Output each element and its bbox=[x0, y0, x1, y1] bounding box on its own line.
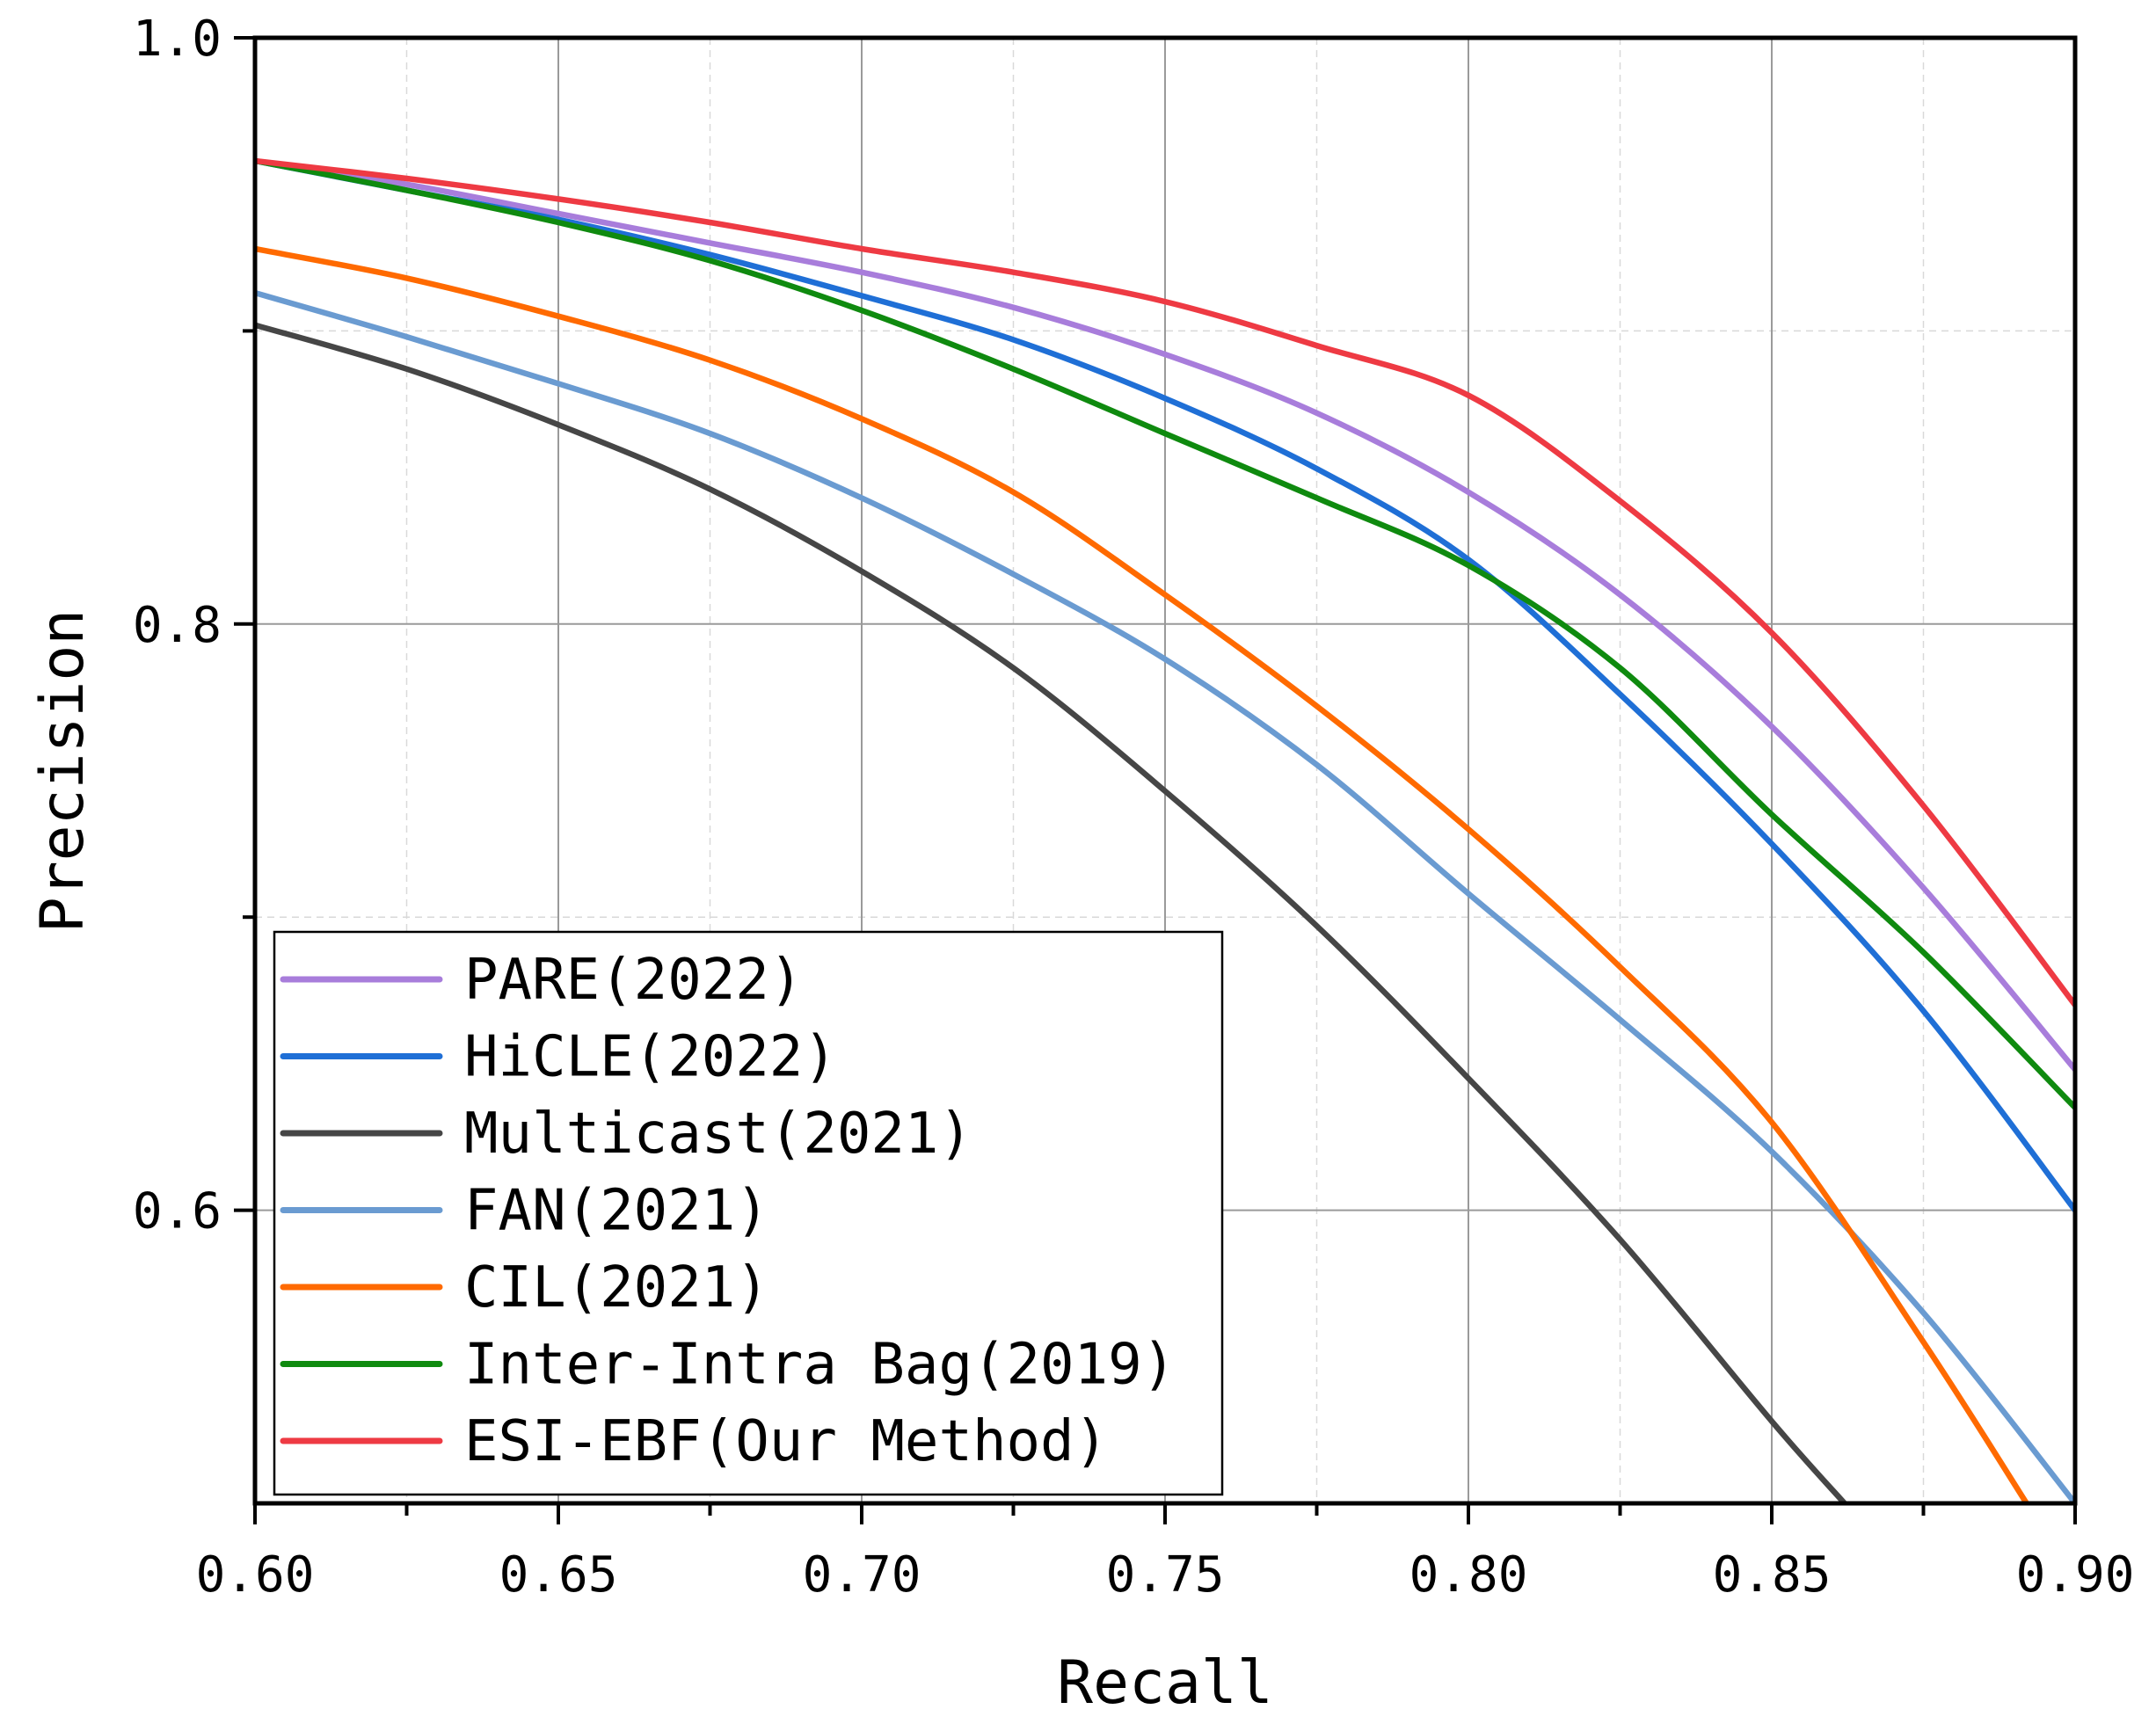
series-line-6 bbox=[255, 157, 2075, 1111]
y-axis-title: Precision bbox=[28, 609, 98, 933]
series-line-2 bbox=[255, 157, 2075, 1213]
series-line-5 bbox=[255, 245, 2030, 1503]
legend: PARE(2022) HiCLE(2022) Multicast(2021) FAN(… bbox=[273, 930, 1224, 1496]
legend-label-7: ESI-EBF(Our Method) bbox=[464, 1409, 1108, 1474]
legend-label-4: FAN(2021) bbox=[464, 1179, 769, 1244]
legend-label-1: PARE(2022) bbox=[464, 948, 803, 1013]
series-line-7 bbox=[255, 157, 2075, 1008]
y-tick-labels: 0.6 0.8 1.0 bbox=[133, 11, 222, 1240]
x-tick-label: 0.80 bbox=[1409, 1546, 1528, 1604]
x-tick-label: 0.90 bbox=[2016, 1546, 2135, 1604]
series-line-4 bbox=[255, 289, 2075, 1503]
y-tick-label: 0.6 bbox=[133, 1183, 222, 1240]
y-tick-label: 1.0 bbox=[133, 11, 222, 68]
series-lines bbox=[255, 157, 2075, 1503]
series-line-1 bbox=[255, 157, 2075, 1073]
x-tick-label: 0.70 bbox=[803, 1546, 921, 1604]
series-line-3 bbox=[255, 322, 1848, 1503]
x-tick-label: 0.60 bbox=[196, 1546, 315, 1604]
x-axis-title: Recall bbox=[1057, 1648, 1273, 1718]
x-tick-labels: 0.60 0.65 0.70 0.75 0.80 0.85 0.90 bbox=[196, 1546, 2135, 1604]
legend-label-5: CIL(2021) bbox=[464, 1255, 769, 1320]
y-tick-label: 0.8 bbox=[133, 597, 222, 654]
x-tick-label: 0.65 bbox=[499, 1546, 618, 1604]
x-tick-label: 0.85 bbox=[1713, 1546, 1832, 1604]
legend-label-2: HiCLE(2022) bbox=[464, 1025, 837, 1090]
legend-label-3: Multicast(2021) bbox=[464, 1102, 972, 1167]
axis-ticks bbox=[234, 36, 2077, 1524]
legend-label-6: Inter-Intra Bag(2019) bbox=[464, 1333, 1176, 1398]
x-tick-label: 0.75 bbox=[1106, 1546, 1225, 1604]
